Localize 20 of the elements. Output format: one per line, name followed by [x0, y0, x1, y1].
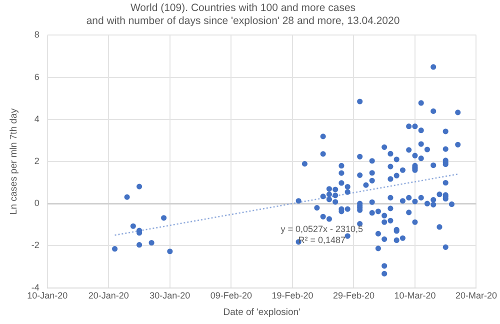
y-tick-label: 2: [34, 156, 40, 166]
x-tick-label: 09-Feb-20: [210, 290, 252, 301]
y-axis-title: Ln cases per mln 7th day: [8, 108, 20, 215]
x-tick-label: 29-Feb-20: [332, 290, 374, 301]
x-tick-label: 20-Jan-20: [88, 290, 129, 301]
x-tick-label: 20-Mar-20: [455, 290, 497, 301]
y-tick-label: 6: [34, 72, 40, 82]
x-axis-title: Date of 'explosion': [223, 306, 301, 318]
y-tick-label: -2: [31, 240, 40, 250]
x-tick-label: 19-Feb-20: [272, 290, 314, 301]
x-tick-label: 10-Jan-20: [27, 290, 68, 301]
y-tick-label: 4: [34, 114, 40, 124]
y-tick-label: 8: [34, 30, 40, 40]
x-tick-label: 10-Mar-20: [394, 290, 436, 301]
chart-title: World (109). Countries with 100 and more cases and with number of days since 'explosion' 28 and more, 13.04.2020: [86, 2, 400, 27]
annotation: R² = 0,1487: [298, 235, 346, 246]
annotation: y = 0,0527x - 2310,5: [280, 224, 364, 234]
y-tick-label: -4: [31, 282, 40, 292]
x-tick-label: 30-Jan-20: [150, 290, 190, 301]
y-tick-label: 0: [34, 198, 40, 208]
